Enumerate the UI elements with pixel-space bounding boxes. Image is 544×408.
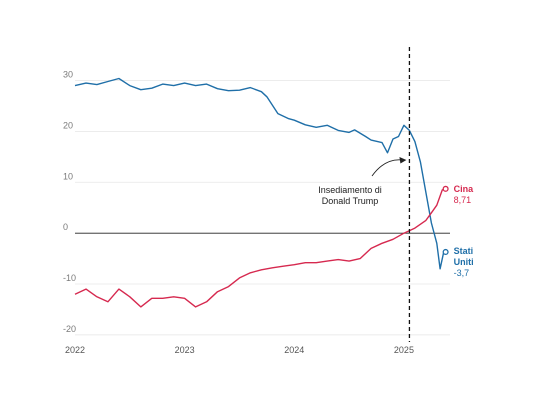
x-tick-label: 2025 xyxy=(394,345,414,355)
annotation: Insediamento di Donald Trump xyxy=(318,157,407,206)
cina-series-label: Cina xyxy=(454,184,474,194)
y-axis-ticks: 30 20 10 0 -10 -20 xyxy=(63,70,76,334)
x-tick-label: 2023 xyxy=(175,345,195,355)
y-tick-label: 30 xyxy=(63,70,73,80)
y-tick-label: 0 xyxy=(63,222,68,232)
series-line-stati-uniti xyxy=(74,77,446,270)
annotation-line-1: Insediamento di xyxy=(318,185,382,195)
stati-uniti-end-value: -3,7 xyxy=(454,268,470,278)
stati-uniti-endpoint-marker xyxy=(442,248,449,256)
y-tick-label: -20 xyxy=(63,324,76,334)
cina-endpoint-marker xyxy=(442,185,449,192)
x-tick-label: 2024 xyxy=(284,345,304,355)
cina-end-value: 8,71 xyxy=(454,195,472,205)
y-tick-label: 10 xyxy=(63,171,73,181)
series-endpoints: Cina 8,71 Stati Uniti -3,7 xyxy=(442,184,474,278)
annotation-line-2: Donald Trump xyxy=(322,196,379,206)
gridlines xyxy=(75,80,450,336)
series-line-cina xyxy=(74,188,446,308)
arrow-head-icon xyxy=(399,157,407,164)
series-lines xyxy=(74,77,446,308)
annotation-arrow xyxy=(371,159,403,177)
y-tick-label: -10 xyxy=(63,273,76,283)
x-tick-label: 2022 xyxy=(65,345,85,355)
y-tick-label: 20 xyxy=(63,120,73,130)
stati-uniti-series-label-line-1: Stati xyxy=(454,246,474,256)
stati-uniti-series-label-line-2: Uniti xyxy=(454,257,474,267)
x-axis-ticks: 2022 2023 2024 2025 xyxy=(65,345,414,355)
